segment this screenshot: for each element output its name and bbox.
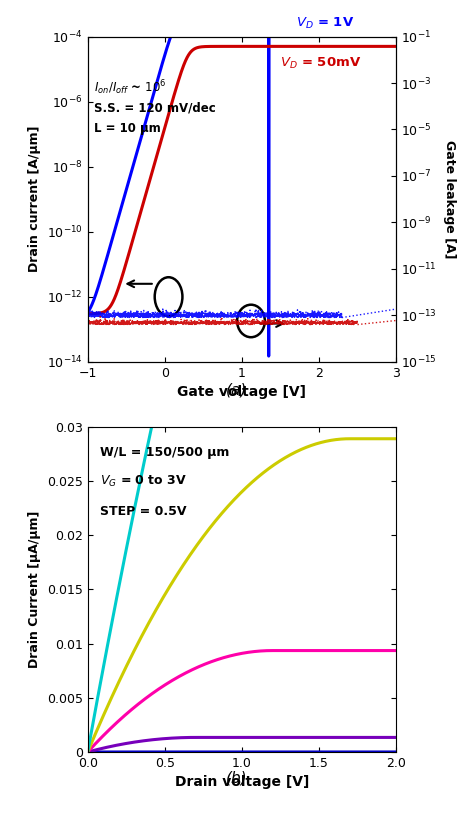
Text: (b): (b) xyxy=(226,770,248,785)
Text: L = 10 μm: L = 10 μm xyxy=(94,122,161,135)
Text: $V_D$ = 50mV: $V_D$ = 50mV xyxy=(280,55,362,71)
X-axis label: Gate voltage [V]: Gate voltage [V] xyxy=(177,385,306,399)
X-axis label: Drain voltage [V]: Drain voltage [V] xyxy=(174,776,309,789)
Text: $V_D$ = 1V: $V_D$ = 1V xyxy=(296,15,354,31)
Y-axis label: Gate leakage [A]: Gate leakage [A] xyxy=(443,140,456,259)
Text: W/L = 150/500 μm: W/L = 150/500 μm xyxy=(100,446,229,459)
Y-axis label: Drain current [A/μm]: Drain current [A/μm] xyxy=(28,126,41,272)
Text: $I_{on}/I_{off}$ ~ $10^6$: $I_{on}/I_{off}$ ~ $10^6$ xyxy=(94,78,166,97)
Text: (a): (a) xyxy=(226,382,248,398)
Y-axis label: Drain Current [μA/μm]: Drain Current [μA/μm] xyxy=(28,511,41,668)
Text: $V_G$ = 0 to 3V: $V_G$ = 0 to 3V xyxy=(100,474,187,489)
Text: STEP = 0.5V: STEP = 0.5V xyxy=(100,505,186,518)
Text: S.S. = 120 mV/dec: S.S. = 120 mV/dec xyxy=(94,102,216,115)
